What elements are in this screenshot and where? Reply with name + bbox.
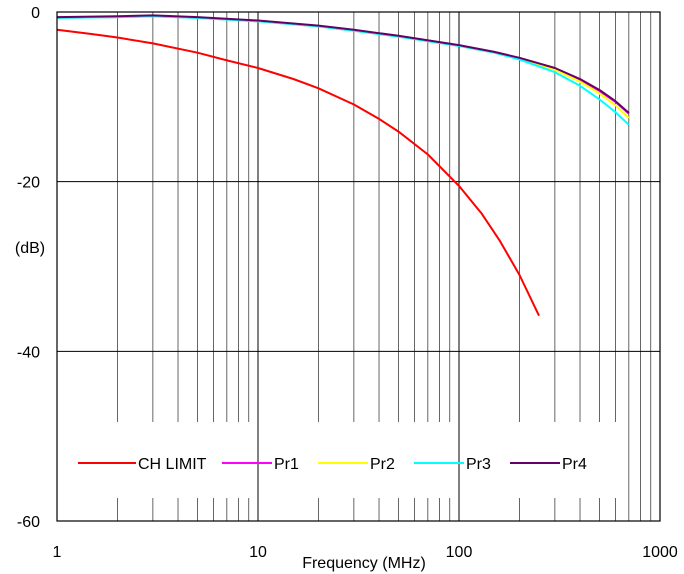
legend-label: CH LIMIT <box>138 456 207 473</box>
y-tick-label: -40 <box>17 344 40 361</box>
x-tick-label: 10 <box>249 544 267 561</box>
y-axis-label: (dB) <box>15 240 45 257</box>
legend-background <box>62 422 622 498</box>
legend-label: Pr3 <box>466 456 491 473</box>
legend: CH LIMIT Pr1 Pr2 Pr3 Pr4 <box>62 422 622 498</box>
x-tick-label: 100 <box>446 544 473 561</box>
series-layer <box>56 14 630 317</box>
series-line-ch-limit <box>56 28 540 317</box>
y-tick-label: -60 <box>17 514 40 531</box>
series-line-pr4 <box>56 14 630 114</box>
axes: 0 -20 -40 -60 1 10 100 1000 <box>17 5 678 561</box>
legend-label: Pr4 <box>562 456 587 473</box>
y-tick-label: 0 <box>31 5 40 22</box>
x-tick-label: 1 <box>53 544 62 561</box>
x-tick-label: 1000 <box>642 544 678 561</box>
y-tick-label: -20 <box>17 175 40 192</box>
plot-frame <box>56 11 661 522</box>
legend-label: Pr1 <box>274 456 299 473</box>
x-axis-label: Frequency (MHz) <box>302 555 426 572</box>
legend-label: Pr2 <box>370 456 395 473</box>
